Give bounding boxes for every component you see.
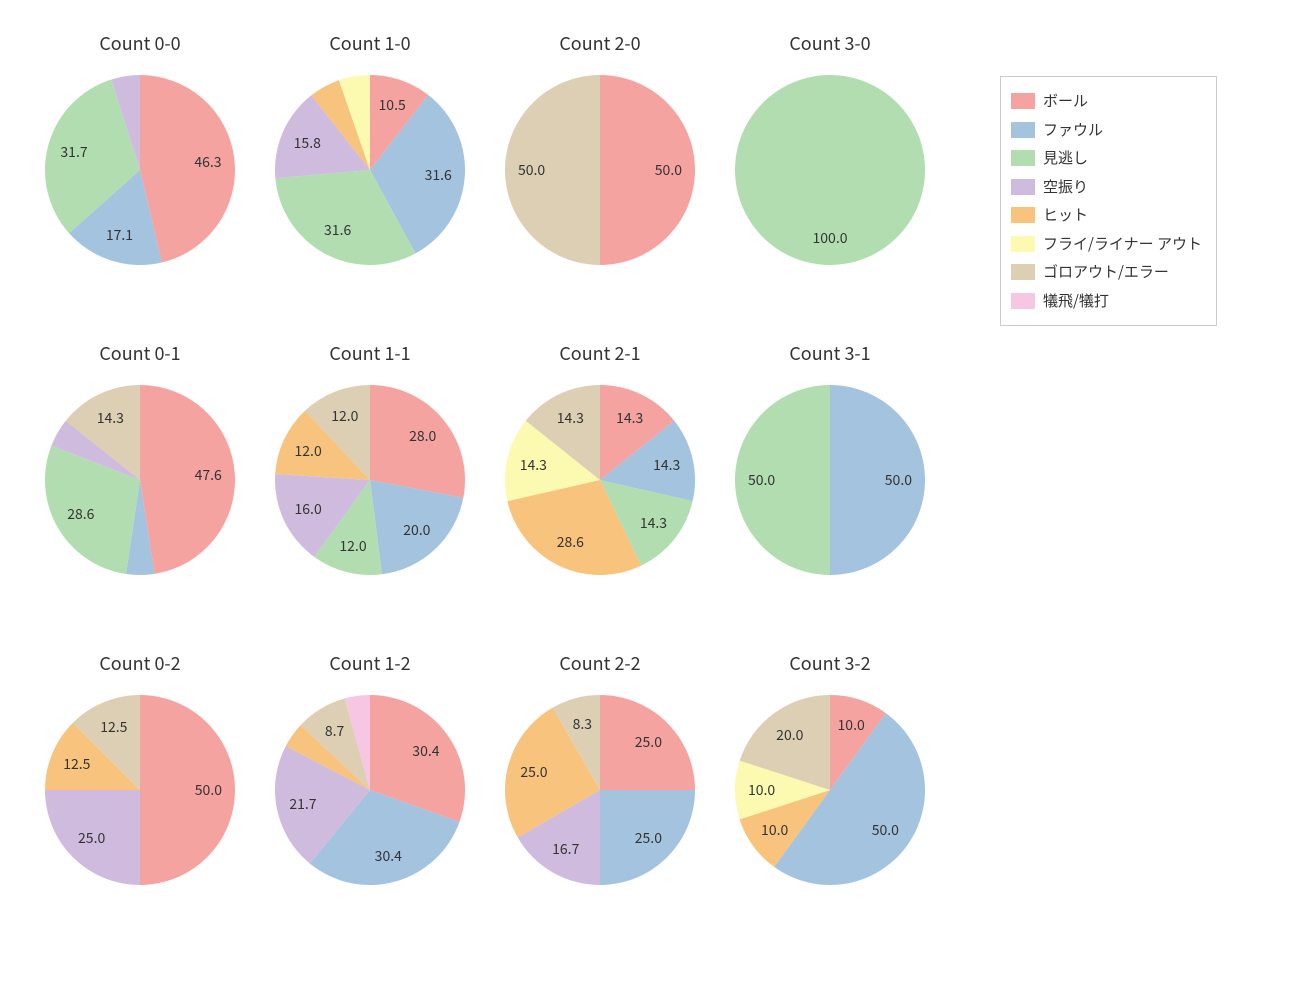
chart-title: Count 2-1 [500, 340, 700, 366]
chart-title: Count 2-2 [500, 650, 700, 676]
legend-swatch [1011, 264, 1035, 280]
legend-label: 犠飛/犠打 [1043, 287, 1109, 316]
pie-holder: 10.531.631.615.8 [273, 73, 467, 272]
chart-title: Count 3-1 [730, 340, 930, 366]
chart-title: Count 1-2 [270, 650, 470, 676]
legend-swatch [1011, 236, 1035, 252]
legend-label: ゴロアウト/エラー [1043, 258, 1169, 287]
pie-slice [600, 695, 695, 790]
pie-slice [45, 790, 140, 885]
pie-chart [503, 73, 697, 267]
pie-slice [140, 385, 235, 574]
legend-label: 空振り [1043, 173, 1088, 202]
legend-label: フライ/ライナー アウト [1043, 230, 1202, 259]
pie-slice [600, 790, 695, 885]
legend-label: ファウル [1043, 116, 1103, 145]
legend-swatch [1011, 179, 1035, 195]
pie-holder: 46.317.131.7 [43, 73, 237, 272]
pie-holder: 10.050.010.010.020.0 [733, 693, 927, 892]
chart-title: Count 3-0 [730, 30, 930, 56]
legend-item: ファウル [1011, 116, 1202, 145]
pie-holder: 14.314.314.328.614.314.3 [503, 383, 697, 582]
pie-holder: 50.025.012.512.5 [43, 693, 237, 892]
chart-title: Count 1-0 [270, 30, 470, 56]
pie-chart [503, 693, 697, 887]
pie-holder: 30.430.421.78.7 [273, 693, 467, 892]
legend-swatch [1011, 93, 1035, 109]
pie-slice [140, 695, 235, 885]
legend-label: ヒット [1043, 201, 1088, 230]
chart-title: Count 0-0 [40, 30, 240, 56]
pie-holder: 28.020.012.016.012.012.0 [273, 383, 467, 582]
legend-item: 犠飛/犠打 [1011, 287, 1202, 316]
pie-chart [273, 73, 467, 267]
pie-holder: 50.050.0 [733, 383, 927, 582]
pie-slice [505, 75, 600, 265]
pie-chart [43, 73, 237, 267]
chart-title: Count 2-0 [500, 30, 700, 56]
pie-chart [43, 383, 237, 577]
chart-title: Count 1-1 [270, 340, 470, 366]
pie-chart [43, 693, 237, 887]
legend-swatch [1011, 150, 1035, 166]
legend-item: 見逃し [1011, 144, 1202, 173]
chart-title: Count 3-2 [730, 650, 930, 676]
chart-title: Count 0-1 [40, 340, 240, 366]
legend-item: フライ/ライナー アウト [1011, 230, 1202, 259]
legend-item: ヒット [1011, 201, 1202, 230]
chart-title: Count 0-2 [40, 650, 240, 676]
legend-label: ボール [1043, 87, 1088, 116]
legend-item: ボール [1011, 87, 1202, 116]
pie-holder: 100.0 [733, 73, 927, 272]
pie-chart [503, 383, 697, 577]
pie-chart [733, 693, 927, 887]
legend-swatch [1011, 122, 1035, 138]
legend-swatch [1011, 207, 1035, 223]
legend-label: 見逃し [1043, 144, 1088, 173]
pie-chart [273, 693, 467, 887]
pie-chart [733, 73, 927, 267]
legend-swatch [1011, 293, 1035, 309]
legend-item: ゴロアウト/エラー [1011, 258, 1202, 287]
legend-item: 空振り [1011, 173, 1202, 202]
pie-holder: 50.050.0 [503, 73, 697, 272]
pie-chart [273, 383, 467, 577]
pie-slice [600, 75, 695, 265]
pie-holder: 47.628.614.3 [43, 383, 237, 582]
pie-slice [830, 385, 925, 575]
pie-slice [735, 385, 830, 575]
pie-slice [370, 385, 465, 498]
legend: ボールファウル見逃し空振りヒットフライ/ライナー アウトゴロアウト/エラー犠飛/… [1000, 76, 1217, 326]
pie-holder: 25.025.016.725.08.3 [503, 693, 697, 892]
pie-chart [733, 383, 927, 577]
pie-slice [735, 75, 925, 265]
figure: Count 0-0 46.317.131.7 Count 1-0 10.531.631… [0, 0, 1300, 1000]
